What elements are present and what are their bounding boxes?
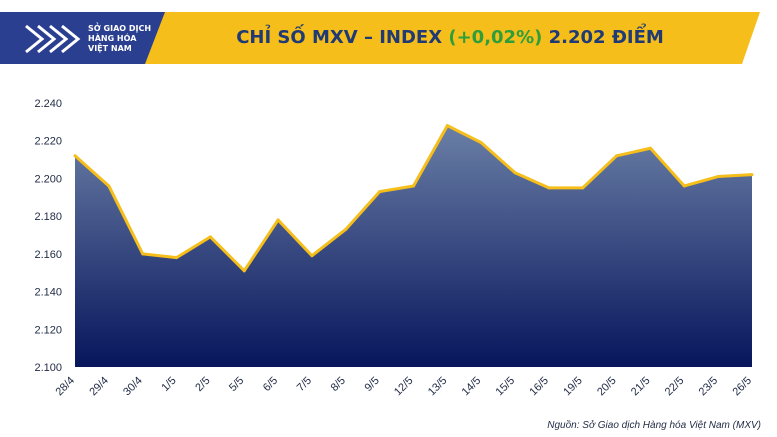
data-point	[107, 184, 111, 188]
data-point	[344, 227, 348, 231]
logo-line-2: HÀNG HÓA	[88, 34, 137, 43]
x-tick-label: 23/5	[697, 375, 721, 399]
data-point	[208, 235, 212, 239]
x-tick-label: 1/5	[159, 375, 178, 394]
x-tick-label: 9/5	[362, 375, 381, 394]
chart-title: CHỈ SỐ MXV – INDEX (+0,02%) 2.202 ĐIỂM	[150, 12, 750, 64]
x-tick-label: 2/5	[193, 375, 212, 394]
logo-line-1: SỞ GIAO DỊCH	[88, 24, 152, 33]
x-tick-label: 14/5	[460, 375, 484, 399]
header-bar	[0, 12, 760, 64]
y-tick-label: 2.160	[34, 249, 62, 261]
x-tick-label: 5/5	[227, 375, 246, 394]
data-point	[276, 218, 280, 222]
x-tick-label: 21/5	[629, 375, 653, 399]
x-tick-label: 26/5	[730, 375, 754, 399]
data-point	[682, 184, 686, 188]
x-tick-label: 19/5	[561, 375, 585, 399]
data-point	[141, 252, 145, 256]
data-point	[581, 186, 585, 190]
x-tick-label: 20/5	[595, 375, 619, 399]
data-point	[175, 256, 179, 260]
line-layer	[73, 124, 754, 273]
x-tick-label: 6/5	[261, 375, 280, 394]
data-point	[73, 154, 77, 158]
data-point	[716, 175, 720, 179]
logo-line-3: VIỆT NAM	[88, 44, 132, 53]
data-point	[513, 171, 517, 175]
x-tick-label: 22/5	[663, 375, 687, 399]
y-tick-label: 2.220	[34, 136, 62, 148]
x-tick-label: 30/4	[121, 375, 145, 399]
data-point	[648, 146, 652, 150]
y-tick-label: 2.240	[34, 98, 62, 110]
data-point	[310, 254, 314, 258]
x-tick-label: 16/5	[527, 375, 551, 399]
mxv-chevron-logo-icon	[25, 24, 81, 54]
data-point	[412, 184, 415, 188]
data-point	[242, 269, 246, 273]
title-prefix: CHỈ SỐ MXV – INDEX	[236, 27, 449, 48]
x-tick-label: 13/5	[426, 375, 450, 399]
x-tick-label: 29/4	[87, 375, 111, 399]
y-tick-label: 2.120	[34, 324, 62, 336]
data-point	[547, 186, 551, 190]
source-note: Nguồn: Sở Giao dịch Hàng hóa Việt Nam (M…	[547, 420, 761, 431]
x-tick-label: 8/5	[329, 375, 348, 394]
title-change: (+0,02%)	[448, 27, 543, 48]
x-tick-label: 12/5	[392, 375, 416, 399]
data-point	[445, 124, 449, 128]
data-point	[615, 154, 619, 158]
y-axis: 2.100 2.120 2.140 2.160 2.180 2.200 2.220 2.240	[34, 98, 62, 374]
y-tick-label: 2.200	[34, 173, 62, 185]
data-point	[378, 190, 382, 194]
x-tick-label: 28/4	[53, 375, 77, 399]
y-tick-label: 2.140	[34, 287, 62, 299]
area-fill	[75, 125, 752, 367]
y-tick-label: 2.100	[34, 362, 62, 374]
y-tick-label: 2.180	[34, 211, 62, 223]
x-axis: 28/4 29/4 30/4 1/5 2/5 5/5 6/5 7/5 8/5 9/5 12/5 13/…	[53, 375, 754, 399]
data-point	[479, 141, 483, 145]
x-tick-label: 15/5	[494, 375, 518, 399]
title-suffix: 2.202 ĐIỂM	[542, 27, 664, 48]
x-tick-label: 7/5	[295, 375, 314, 394]
logo-text: SỞ GIAO DỊCH HÀNG HÓA VIỆT NAM	[88, 24, 151, 54]
data-point	[750, 173, 754, 177]
area-layer	[75, 125, 752, 367]
